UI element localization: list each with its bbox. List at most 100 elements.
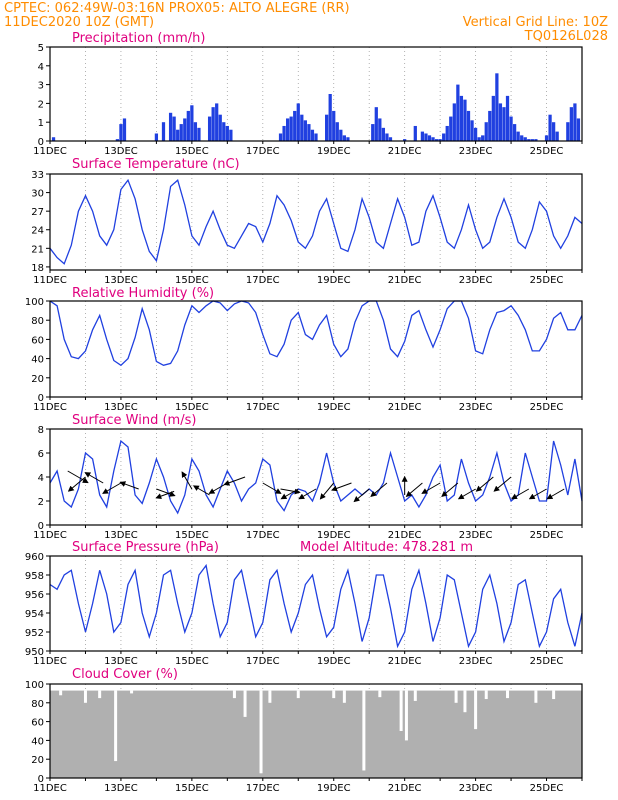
wind-arrow [331,482,352,492]
precip-bar [555,131,559,141]
pressure-xtick-label: 11DEC [33,656,67,667]
wind-ytick-label: 2 [38,497,44,508]
cloud-xtick-label: 11DEC [33,783,67,794]
pressure-xtick-label: 19DEC [317,656,351,667]
precip-xtick-label: 15DEC [175,146,209,157]
temp-xtick-label: 19DEC [317,275,351,286]
precip-ytick-label: 2 [38,99,44,110]
precipitation-panel: Precipitation (mm/h) 0 1 2 3 4 5 11DEC 13DEC 15D… [33,31,583,157]
precip-bar [168,112,173,141]
precip-bar [51,137,56,141]
pressure-title: Surface Pressure (hPa) [72,540,219,555]
wind-arrow [102,482,122,494]
wind-arrow [319,482,335,500]
precip-bar [452,103,456,141]
wind-arrow [192,485,210,496]
cloud-dip [243,690,247,717]
cloud-dip [296,690,300,699]
temp-ytick-label: 30 [31,189,44,200]
precip-bar [278,133,283,141]
pressure-xtick-label: 17DEC [246,656,280,667]
rh-frame [49,300,583,398]
rh-xtick-label: 23DEC [459,402,493,413]
precip-bar [300,114,304,141]
wind-arrow [155,490,175,500]
precip-bar [520,135,524,141]
cloud-dip [484,690,488,700]
precip-bar [296,103,300,141]
rh-xtick-label: 17DEC [246,402,280,413]
precip-bar [325,114,329,141]
pressure-xtick-label: 25DEC [530,656,564,667]
rh-xtick-label: 21DEC [388,402,422,413]
cloud-xtick-label: 19DEC [317,783,351,794]
wind-arrow [280,488,301,495]
precip-bar [509,116,513,141]
cloud-cover-panel: Cloud Cover (%) 0 20 40 60 80 100 11DEC 13DEC 15… [25,667,583,794]
precip-bar [385,133,389,141]
precip-bar [495,73,499,141]
header-run-time: 11DEC2020 10Z (GMT) [4,15,154,30]
cloud-ytick-label: 40 [31,736,44,747]
precip-bar [445,125,449,141]
wind-arrow [67,476,86,492]
temp-xtick-label: 15DEC [175,275,209,286]
wind-arrow [119,481,139,490]
pressure-xtick-label: 13DEC [104,656,138,667]
precip-bar [569,107,573,141]
precip-ytick-label: 4 [38,62,44,73]
rh-xtick-label: 25DEC [530,402,564,413]
precip-bar [498,103,503,141]
cloud-dip [332,690,336,699]
cloud-dip [362,690,366,771]
precip-bar [449,116,453,141]
precip-bar [466,110,471,141]
wind-arrow [475,476,494,492]
temp-xtick-label: 13DEC [104,275,138,286]
precip-bar [505,95,510,141]
precip-bar [442,133,446,141]
precip-bar [434,139,439,141]
precip-bar [115,139,120,141]
precip-bar [424,133,428,141]
wind-series-line [49,439,583,515]
wind-xtick-label: 21DEC [388,530,422,541]
wind-arrow [528,488,547,500]
precip-bar [207,116,212,141]
precip-bar [310,129,315,141]
model-altitude-annotation: Model Altitude: 478.281 m [300,540,473,555]
rh-ytick-label: 20 [31,374,44,385]
precip-bar [403,139,407,141]
precip-bar [307,124,311,141]
precip-bar [459,95,464,141]
precip-bar [314,133,318,141]
cloud-dip [232,690,236,699]
cloud-dip [413,690,417,701]
precip-bar [420,131,425,141]
cloud-dip [474,690,478,730]
cloud-dip [114,690,118,762]
wind-arrow [67,470,89,484]
temp-ytick-label: 21 [31,244,44,255]
precip-bar [289,116,293,141]
precip-bar [477,137,481,141]
precip-bar [488,110,492,141]
rh-ytick-label: 100 [25,297,44,308]
pressure-panel: Surface Pressure (hPa) Model Altitude: 4… [25,540,583,667]
wind-arrow [223,476,246,486]
wind-arrow [421,482,441,494]
temperature-panel: Surface Temperature (nC) 18 21 24 27 30 33 11D… [31,157,583,286]
precip-bar [516,131,520,141]
cloud-ytick-label: 100 [25,680,44,691]
precip-xtick-label: 11DEC [33,146,67,157]
pressure-xtick-label: 23DEC [459,656,493,667]
cloud-xtick-label: 13DEC [104,783,138,794]
precip-bar [328,94,332,141]
wind-xtick-label: 13DEC [104,530,138,541]
cloud-frame [49,683,583,779]
wind-arrow [298,488,317,500]
precip-bar [527,139,531,141]
wind-arrow [262,482,282,494]
precip-bar [179,124,183,141]
